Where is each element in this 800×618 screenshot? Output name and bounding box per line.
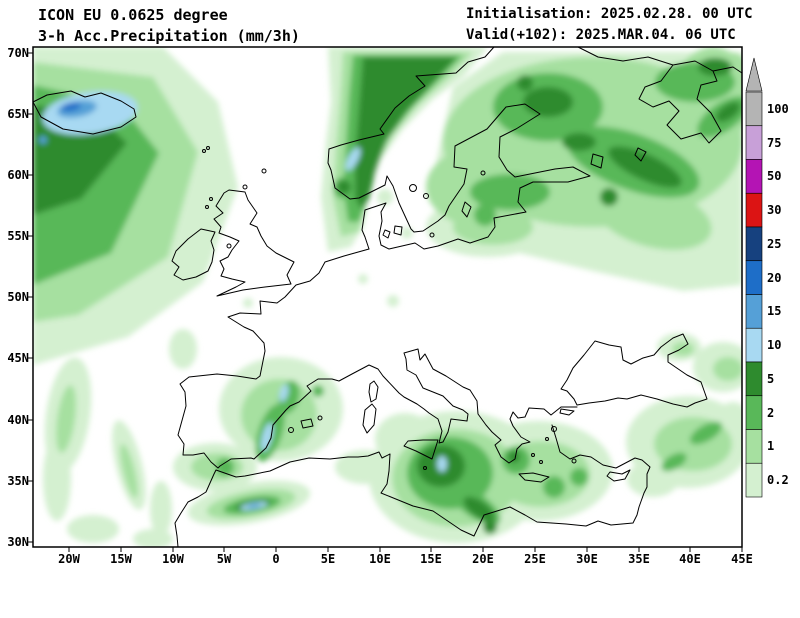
colorbar-band	[745, 260, 763, 295]
ireland-coast	[171, 228, 216, 281]
colorbar-band	[745, 226, 763, 262]
colorbar-label: 10	[767, 338, 781, 352]
continental-europe-coast	[177, 248, 578, 469]
colorbar: 100 75 50 30 25 20 15 10 5 2 1 0.2	[745, 57, 789, 498]
colorbar-label: 50	[767, 169, 781, 183]
black-sea-coast	[560, 333, 708, 408]
islands-and-lakes	[202, 146, 647, 483]
colorbar-label: 2	[767, 406, 774, 420]
colorbar-label: 30	[767, 203, 781, 217]
lon-axis: 20W 15W 10W 5W 0 5E 10E 15E 20E 25E 30E …	[58, 547, 753, 566]
lat-label: 60N	[7, 168, 29, 182]
lat-label: 70N	[7, 46, 29, 60]
colorbar-label: 15	[767, 304, 781, 318]
turkey-africa-coast	[174, 424, 651, 548]
lon-label: 20E	[472, 552, 494, 566]
colorbar-band	[745, 192, 763, 228]
colorbar-band	[745, 327, 763, 363]
colorbar-band	[745, 395, 763, 430]
colorbar-label: 5	[767, 372, 774, 386]
colorbar-label: 20	[767, 271, 781, 285]
lon-label: 25E	[524, 552, 546, 566]
lon-label: 30E	[576, 552, 598, 566]
precip-band-5	[33, 57, 741, 534]
lat-label: 55N	[7, 229, 29, 243]
lon-label: 45E	[731, 552, 753, 566]
field-title: 3-h Acc.Precipitation (mm/3h)	[38, 27, 300, 45]
lon-label: 10W	[162, 552, 184, 566]
lat-label: 40N	[7, 413, 29, 427]
model-title: ICON EU 0.0625 degree	[38, 6, 228, 24]
lon-label: 40E	[679, 552, 701, 566]
colorbar-label: 75	[767, 136, 781, 150]
lat-axis: 70N 65N 60N 55N 50N 45N 40N 35N 30N	[7, 46, 33, 549]
colorbar-arrow	[745, 57, 763, 92]
init-time: Initialisation: 2025.02.28. 00 UTC	[466, 6, 753, 22]
lon-label: 10E	[369, 552, 391, 566]
lat-label: 50N	[7, 290, 29, 304]
lat-label: 65N	[7, 107, 29, 121]
lon-label: 15W	[110, 552, 132, 566]
colorbar-band	[745, 462, 763, 498]
lon-label: 15E	[420, 552, 442, 566]
colorbar-band	[745, 159, 763, 194]
lon-label: 0	[272, 552, 279, 566]
scandinavia-baltic-coast	[327, 46, 591, 250]
lon-label: 5E	[321, 552, 335, 566]
lon-label: 5W	[217, 552, 232, 566]
white-sea-coast	[638, 64, 722, 144]
coastlines	[32, 46, 743, 548]
valid-time: Valid(+102): 2025.MAR.04. 06 UTC	[466, 27, 736, 43]
great-britain-coast	[213, 189, 295, 297]
colorbar-band	[745, 91, 763, 127]
colorbar-band	[745, 294, 763, 329]
colorbar-band	[745, 361, 763, 397]
colorbar-label: 0.2	[767, 473, 789, 487]
lon-label: 35E	[628, 552, 650, 566]
colorbar-label: 25	[767, 237, 781, 251]
iceland-coast	[32, 90, 137, 135]
precip-band-20	[61, 102, 81, 112]
colorbar-band	[745, 429, 763, 464]
lat-label: 30N	[7, 535, 29, 549]
lat-label: 35N	[7, 474, 29, 488]
lat-label: 45N	[7, 351, 29, 365]
colorbar-label: 1	[767, 439, 774, 453]
lon-label: 20W	[58, 552, 80, 566]
colorbar-band	[745, 125, 763, 160]
colorbar-label: 100	[767, 102, 789, 116]
